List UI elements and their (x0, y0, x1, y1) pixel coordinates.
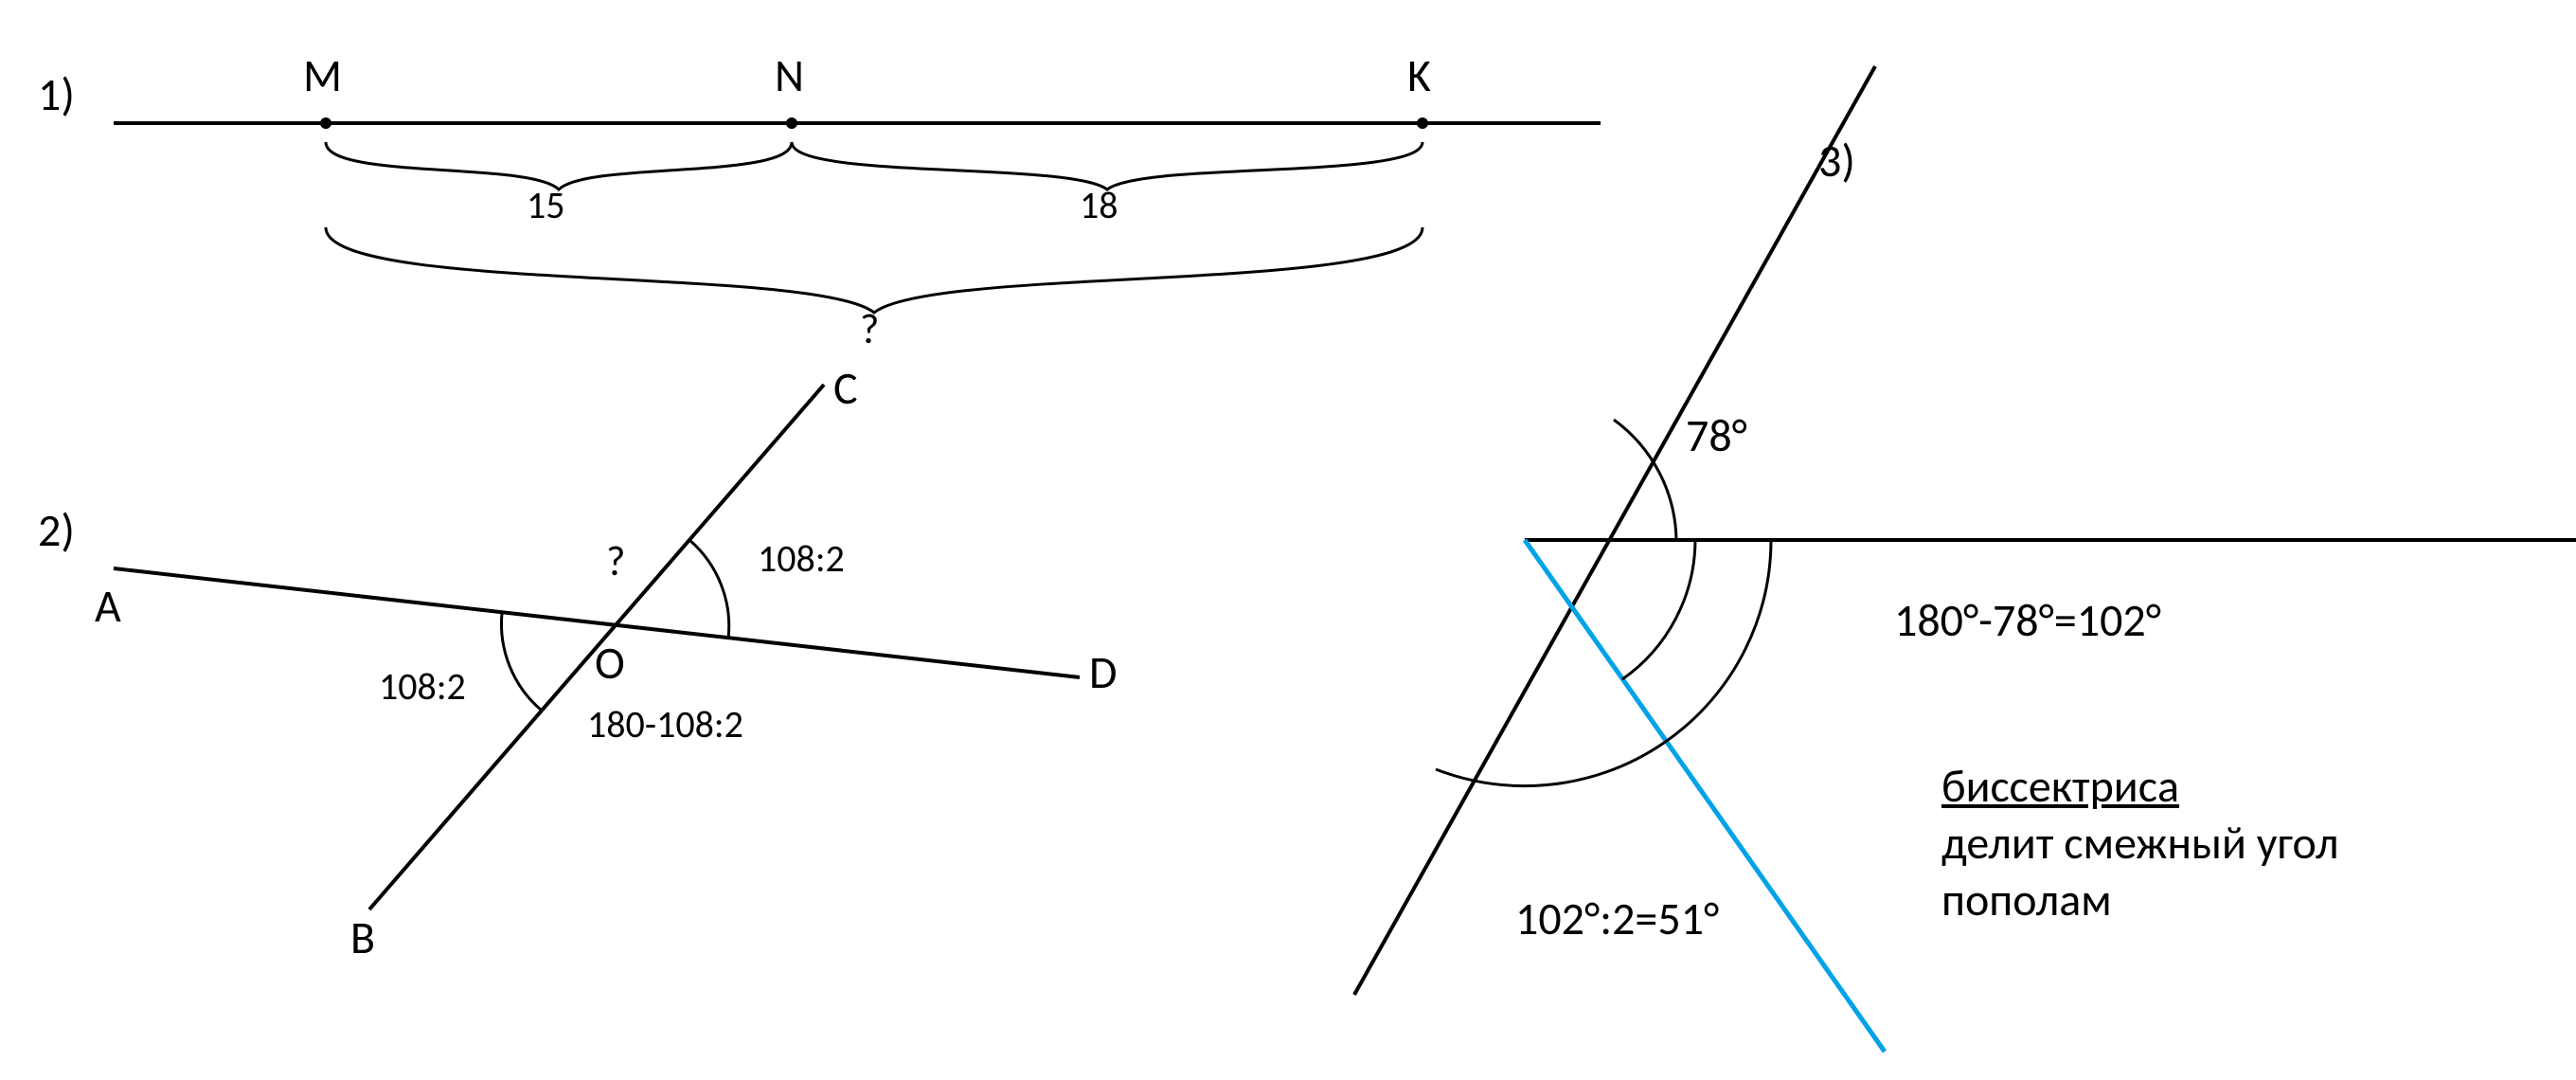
problem3-note1: биссектриса (1941, 758, 2179, 814)
problem2-point-D: D (1089, 644, 1118, 700)
problem3-calc2: 102°:2=51° (1515, 891, 1719, 946)
problem2-number: 2) (38, 502, 75, 558)
problem2-angle-AOB: 108:2 (379, 663, 466, 710)
problem2-angle-BOD: 180-108:2 (587, 701, 743, 747)
problem1-point-K: K (1407, 47, 1431, 103)
problem1-total: ? (860, 303, 879, 354)
problem3-note2: делит смежный угол (1941, 815, 2338, 871)
problem2-point-O: O (595, 635, 625, 691)
problem1-point-M: M (303, 47, 342, 103)
problem1-seg2-val: 18 (1080, 182, 1118, 228)
problem3-calc1: 180°-78°=102° (1894, 592, 2161, 648)
problem3-number: 3) (1818, 133, 1855, 189)
problem1-seg1-val: 15 (527, 182, 565, 228)
problem2-angle-COD: 108:2 (758, 535, 845, 582)
problem1-number: 1) (38, 66, 75, 122)
problem2-point-B: B (350, 909, 375, 965)
problem1-lines (114, 119, 1601, 313)
problem2-point-A: A (95, 578, 121, 634)
problem3-angle-top: 78° (1686, 407, 1747, 463)
diagram-svg (0, 0, 2576, 1080)
problem2-angle-AOC: ? (606, 535, 625, 586)
problem2-point-C: C (833, 360, 858, 416)
problem1-point-N: N (775, 47, 804, 103)
problem3-note3: пополам (1941, 872, 2112, 927)
